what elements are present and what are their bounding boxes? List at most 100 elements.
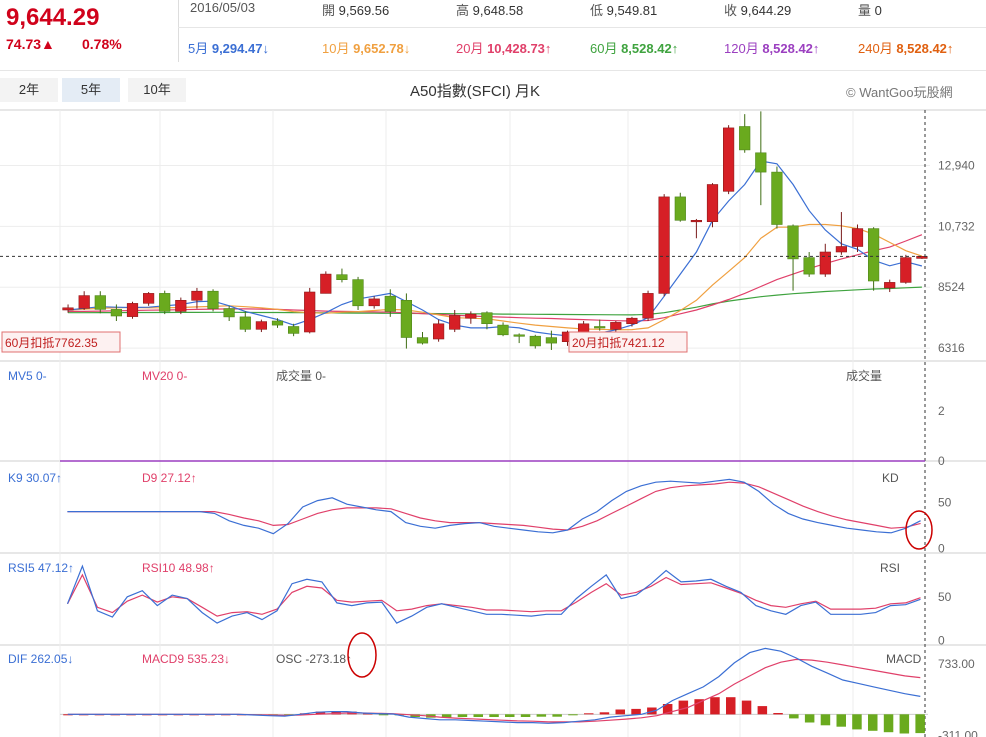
volume-axis-tick-label: 0 bbox=[938, 454, 945, 468]
price-change: 74.73▲ bbox=[6, 36, 55, 52]
rsi10-line bbox=[66, 573, 921, 617]
credit-watermark: © WantGoo玩股網 bbox=[846, 85, 953, 100]
candle-body bbox=[465, 313, 477, 319]
osc-bar bbox=[631, 708, 641, 715]
stock-chart[interactable]: 12,940 10,732 8524 6316 60月扣抵7762.35 20月扣抵742… bbox=[0, 108, 986, 737]
rsi-panel-title: RSI bbox=[880, 561, 900, 575]
osc-bar bbox=[836, 714, 846, 727]
range-button-10y[interactable]: 10年 bbox=[128, 78, 186, 102]
ma-legend-label: 240月 bbox=[858, 41, 897, 56]
candle-body bbox=[78, 295, 90, 309]
mv5-legend: MV5 0- bbox=[8, 369, 47, 383]
macd9-legend: MACD9 535.23↓ bbox=[142, 652, 230, 666]
rsi-axis-tick-label: 50 bbox=[938, 590, 952, 604]
osc-bar bbox=[852, 714, 862, 730]
open-value: 9,569.56 bbox=[338, 3, 390, 18]
quote-date: 2016/05/03 bbox=[190, 0, 256, 15]
osc-bar bbox=[505, 714, 515, 717]
candle-body bbox=[610, 322, 622, 330]
dif-line bbox=[67, 647, 921, 724]
osc-bar bbox=[741, 700, 752, 715]
candle-body bbox=[352, 279, 364, 307]
candle-body bbox=[239, 316, 251, 330]
deduction-marker-label: 20月扣抵7421.12 bbox=[572, 336, 665, 350]
candle-body bbox=[513, 334, 525, 337]
ma-legend-item: 5月 9,294.47↓ bbox=[188, 38, 269, 57]
kd-axis-tick-label: 50 bbox=[938, 495, 952, 509]
osc-bar bbox=[694, 699, 704, 715]
ma-legend-label: 60月 bbox=[590, 41, 622, 56]
osc-bar bbox=[473, 714, 483, 717]
ma-legend-label: 10月 bbox=[322, 41, 354, 56]
candle-body bbox=[497, 324, 509, 336]
volume-value: 0 bbox=[874, 3, 882, 18]
kd-annotation-circle bbox=[905, 510, 933, 550]
osc-bar bbox=[726, 697, 736, 715]
quote-low: 低 9,549.81 bbox=[590, 0, 657, 19]
osc-bar bbox=[773, 713, 783, 715]
osc-bar bbox=[883, 714, 894, 733]
candle-body bbox=[851, 228, 864, 247]
range-button-2y[interactable]: 2年 bbox=[0, 78, 58, 102]
candle-body bbox=[159, 293, 171, 312]
candle-body bbox=[287, 326, 300, 334]
price-axis-tick-label: 12,940 bbox=[938, 158, 975, 172]
candle-body bbox=[755, 152, 767, 173]
deduction-marker-box bbox=[568, 331, 688, 353]
candle-body bbox=[706, 184, 719, 223]
rsi-panel-background bbox=[0, 553, 930, 645]
low-label: 低 bbox=[590, 3, 604, 18]
range-button-5y[interactable]: 5年 bbox=[62, 78, 120, 102]
ma-legend-arrow: ↑ bbox=[544, 41, 552, 56]
osc-bar bbox=[378, 714, 389, 716]
candle-body bbox=[900, 257, 912, 283]
rsi5-legend: RSI5 47.12↑ bbox=[8, 561, 74, 575]
candle-body bbox=[432, 323, 445, 340]
osc-bar bbox=[520, 714, 531, 717]
candle-body bbox=[126, 303, 139, 317]
kd-axis-tick-label: 0 bbox=[938, 541, 945, 555]
osc-bar bbox=[568, 714, 578, 716]
ma-legend-value: 8,528.42 bbox=[621, 41, 672, 56]
osc-bar bbox=[710, 697, 720, 715]
ma-legend-item: 60月 8,528.42↑ bbox=[590, 38, 678, 57]
osc-bar bbox=[662, 704, 673, 715]
osc-annotation-circle bbox=[347, 632, 377, 678]
osc-bar bbox=[315, 711, 326, 715]
ma-legend-arrow: ↑ bbox=[946, 41, 954, 56]
osc-legend: OSC -273.18↑ bbox=[276, 652, 352, 666]
divider bbox=[178, 27, 986, 28]
price-axis-tick-label: 10,732 bbox=[938, 219, 975, 233]
candle-body bbox=[739, 126, 751, 151]
osc-bar bbox=[584, 713, 594, 715]
candle-body bbox=[110, 309, 122, 317]
candle-body bbox=[722, 127, 735, 192]
candle-body bbox=[62, 307, 74, 311]
candle-body bbox=[368, 298, 380, 307]
osc-bar bbox=[615, 709, 625, 715]
candle-body bbox=[642, 293, 654, 319]
candle-body bbox=[320, 273, 332, 294]
price-axis-tick-label: 8524 bbox=[938, 280, 965, 294]
volume-legend: 成交量 0- bbox=[276, 368, 326, 383]
osc-bar bbox=[757, 706, 768, 715]
candle-body bbox=[175, 299, 187, 312]
high-label: 高 bbox=[456, 3, 470, 18]
price-axis-tick-label: 6316 bbox=[938, 341, 965, 355]
rsi10-legend: RSI10 48.98↑ bbox=[142, 561, 215, 575]
ma-legend-item: 120月 8,528.42↑ bbox=[724, 38, 819, 57]
k9-line bbox=[67, 478, 921, 535]
d9-line bbox=[67, 481, 921, 531]
osc-bar bbox=[536, 714, 547, 717]
osc-bar bbox=[599, 712, 610, 715]
ma-legend-value: 8,528.42 bbox=[762, 41, 813, 56]
osc-bar bbox=[678, 700, 689, 715]
candle-body bbox=[594, 326, 606, 329]
low-value: 9,549.81 bbox=[606, 3, 658, 18]
candle-body bbox=[867, 228, 880, 282]
ma-legend-label: 5月 bbox=[188, 41, 212, 56]
ma-legend-label: 20月 bbox=[456, 41, 488, 56]
chart-title: A50指數(SFCI) 月K bbox=[410, 83, 541, 100]
range-toolbar bbox=[0, 70, 986, 111]
quote-volume: 量 0 bbox=[858, 0, 882, 19]
